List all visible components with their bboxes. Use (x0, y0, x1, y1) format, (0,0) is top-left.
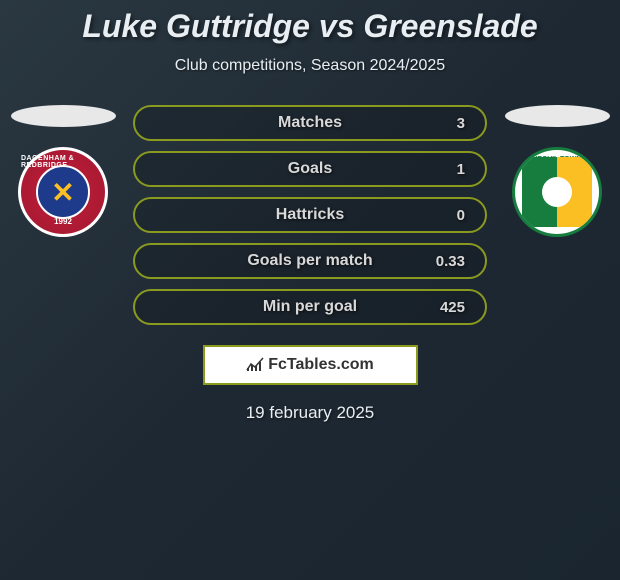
stat-row: Goals 1 (133, 151, 487, 187)
left-badge-text: DAGENHAM & REDBRIDGE (21, 155, 105, 169)
right-team-badge: YEOVIL TOWN (512, 147, 602, 237)
left-team-badge: DAGENHAM & REDBRIDGE 1992 (18, 147, 108, 237)
stat-right-value: 0.33 (425, 253, 465, 270)
stat-right-value: 3 (425, 115, 465, 132)
left-team-column: DAGENHAM & REDBRIDGE 1992 (8, 105, 118, 325)
right-ellipse-decoration (505, 105, 610, 127)
right-badge-inner (522, 157, 592, 227)
stat-label: Hattricks (276, 206, 344, 224)
comparison-container: DAGENHAM & REDBRIDGE 1992 Matches 3 Goal… (0, 105, 620, 325)
stat-label: Goals (288, 160, 332, 178)
chart-icon (246, 357, 264, 374)
stat-right-value: 1 (425, 161, 465, 178)
page-title: Luke Guttridge vs Greenslade (0, 0, 620, 45)
subtitle: Club competitions, Season 2024/2025 (0, 57, 620, 75)
stat-label: Min per goal (263, 298, 357, 316)
stat-label: Matches (278, 114, 342, 132)
stat-row: Goals per match 0.33 (133, 243, 487, 279)
stat-right-value: 0 (425, 207, 465, 224)
watermark-text: FcTables.com (268, 356, 374, 374)
date-text: 19 february 2025 (0, 403, 620, 423)
stat-row: Matches 3 (133, 105, 487, 141)
watermark-box: FcTables.com (203, 345, 418, 385)
stat-label: Goals per match (247, 252, 372, 270)
left-ellipse-decoration (11, 105, 116, 127)
stat-row: Min per goal 425 (133, 289, 487, 325)
right-team-column: YEOVIL TOWN (502, 105, 612, 325)
stat-row: Hattricks 0 (133, 197, 487, 233)
stats-column: Matches 3 Goals 1 Hattricks 0 Goals per … (118, 105, 502, 325)
stat-right-value: 425 (425, 299, 465, 316)
left-badge-year: 1992 (54, 217, 72, 226)
